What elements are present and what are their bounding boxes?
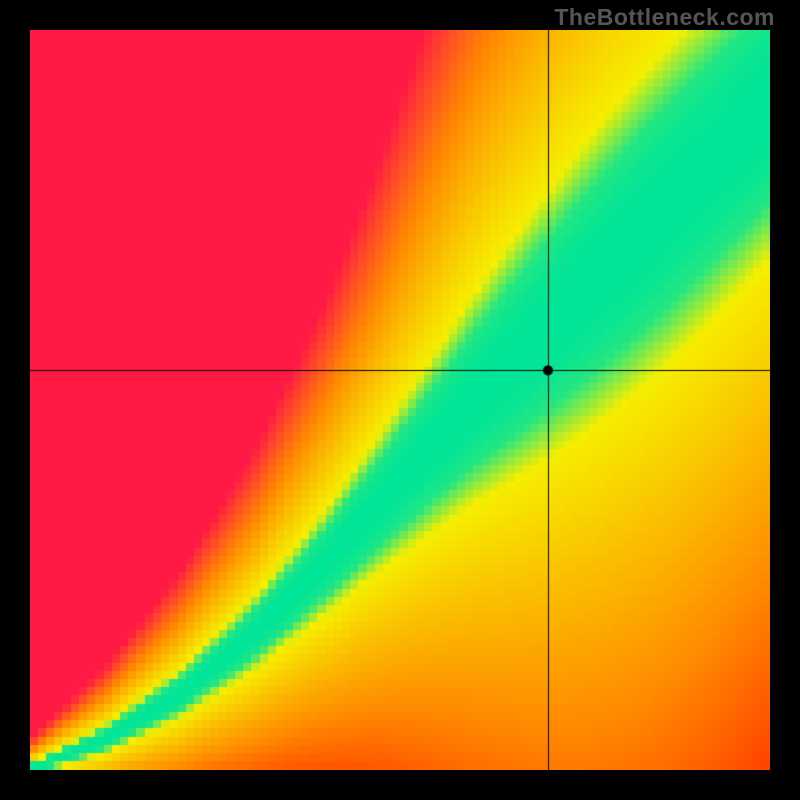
chart-container: TheBottleneck.com [0,0,800,800]
bottleneck-heatmap [30,30,770,770]
watermark-text: TheBottleneck.com [554,4,775,31]
